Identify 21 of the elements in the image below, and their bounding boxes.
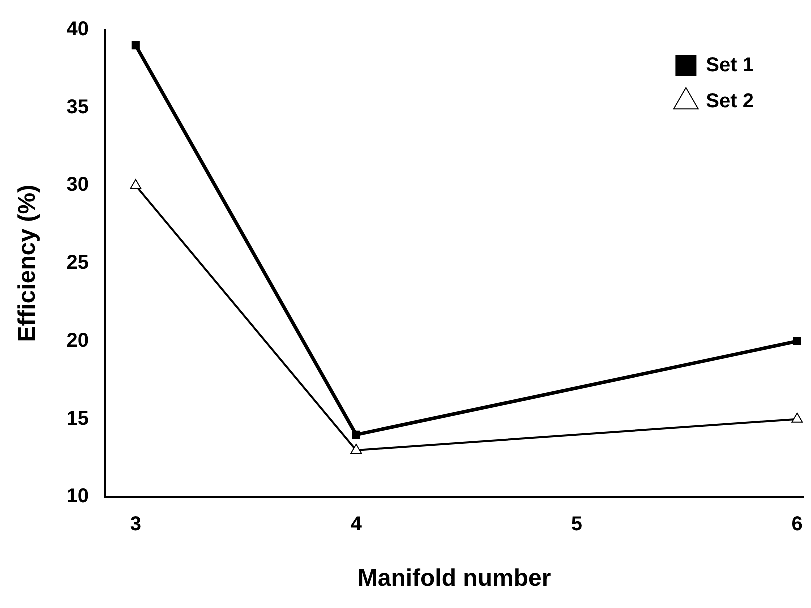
legend-label: Set 2 — [706, 90, 754, 113]
point — [352, 430, 360, 439]
y-tick-label: 25 — [66, 252, 90, 274]
x-tick-label: 6 — [792, 514, 803, 536]
y-axis-title: Efficiency (%) — [14, 184, 42, 342]
y-tick-label: 30 — [66, 174, 90, 196]
point — [792, 412, 804, 423]
x-tick-label: 3 — [130, 514, 142, 536]
y-tick-label: 20 — [66, 330, 90, 352]
legend-label: Set 1 — [706, 54, 754, 77]
point — [350, 444, 362, 454]
y-tick-label: 15 — [66, 408, 90, 430]
x-tick-label: 5 — [571, 514, 582, 536]
x-tick-label: 4 — [350, 514, 363, 536]
y-tick-label: 10 — [66, 486, 90, 508]
point — [130, 179, 142, 190]
point — [132, 42, 140, 50]
y-tick-label: 35 — [66, 96, 90, 118]
point — [793, 337, 802, 346]
x-axis-title: Manifold number — [358, 565, 552, 592]
y-tick-label: 40 — [66, 18, 90, 41]
